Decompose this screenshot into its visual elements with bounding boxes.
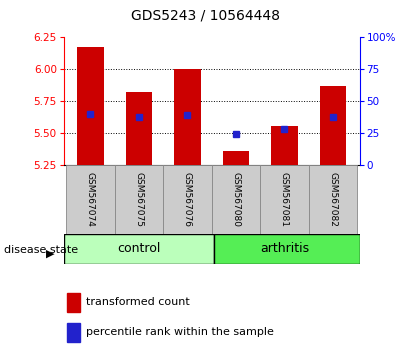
Text: transformed count: transformed count <box>86 297 189 307</box>
Text: GSM567076: GSM567076 <box>183 172 192 227</box>
Bar <box>125 92 152 165</box>
Text: arthritis: arthritis <box>260 242 309 255</box>
Bar <box>271 126 298 165</box>
Bar <box>309 165 357 234</box>
Text: percentile rank within the sample: percentile rank within the sample <box>86 327 274 337</box>
Bar <box>77 47 104 165</box>
Bar <box>163 165 212 234</box>
Text: GDS5243 / 10564448: GDS5243 / 10564448 <box>131 9 280 23</box>
Text: GSM567080: GSM567080 <box>231 172 240 227</box>
Text: GSM567075: GSM567075 <box>134 172 143 227</box>
Bar <box>66 165 115 234</box>
Bar <box>67 293 80 312</box>
Bar <box>64 234 214 264</box>
Text: GSM567074: GSM567074 <box>86 172 95 227</box>
Text: GSM567081: GSM567081 <box>280 172 289 227</box>
Bar <box>223 150 249 165</box>
Bar <box>67 323 80 342</box>
Text: GSM567082: GSM567082 <box>328 172 337 227</box>
Bar <box>214 234 360 264</box>
Bar <box>115 165 163 234</box>
Text: disease state: disease state <box>4 245 78 255</box>
Text: control: control <box>117 242 161 255</box>
Bar <box>212 165 260 234</box>
Bar <box>320 86 346 165</box>
Text: ▶: ▶ <box>46 249 55 259</box>
Bar <box>174 69 201 165</box>
Bar <box>260 165 309 234</box>
